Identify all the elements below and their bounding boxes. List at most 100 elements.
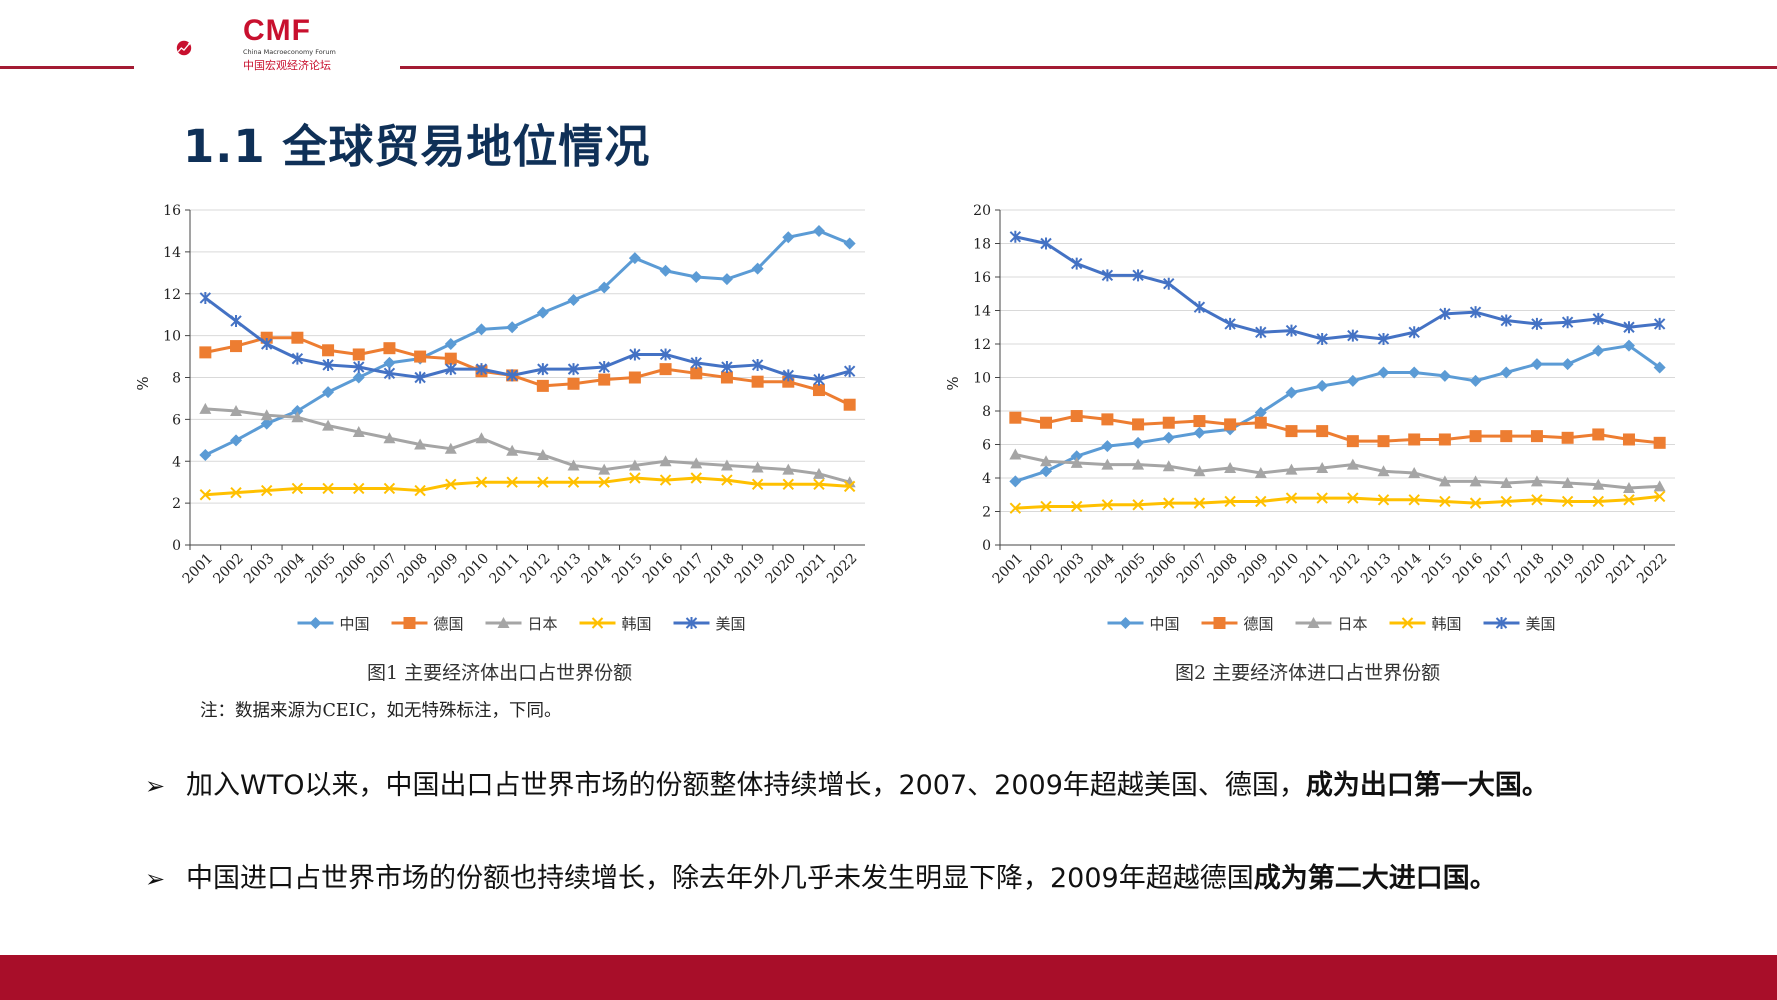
data-point — [1070, 450, 1083, 463]
x-tick-label: 2008 — [1204, 551, 1241, 588]
x-tick-label: 2003 — [1051, 551, 1088, 588]
header-rule-right — [400, 66, 1777, 69]
y-tick-label: 16 — [973, 270, 991, 286]
data-source-note: 注：数据来源为CEIC，如无特殊标注，下同。 — [200, 701, 562, 721]
data-point — [1132, 499, 1144, 511]
data-point — [1469, 374, 1482, 387]
data-point — [720, 273, 733, 286]
data-point — [1592, 478, 1605, 490]
data-point — [1438, 475, 1451, 487]
data-point — [1316, 332, 1328, 345]
y-axis-label: % — [134, 376, 152, 390]
export-share-chart: 0246810121416%20012002200320042005200620… — [134, 203, 865, 633]
data-point — [751, 478, 764, 490]
data-point — [690, 367, 703, 380]
data-point — [536, 379, 549, 392]
data-point — [659, 264, 672, 277]
data-point — [1500, 495, 1512, 508]
legend-item: 日本 — [1295, 615, 1368, 633]
series-2 — [1009, 448, 1666, 494]
data-point — [199, 291, 212, 304]
data-point — [1347, 329, 1359, 342]
legend-label: 日本 — [1338, 615, 1368, 633]
data-point — [628, 252, 641, 265]
bullet-text: 中国进口占世界市场的份额也持续增长，除去年外几乎未发生明显下降，2009年超越德… — [186, 863, 1497, 894]
series-line — [1015, 235, 1660, 341]
data-point — [506, 476, 518, 488]
x-tick-label: 2016 — [640, 550, 677, 587]
data-point — [1316, 461, 1329, 473]
data-point — [322, 482, 334, 495]
data-point — [813, 373, 825, 386]
data-point — [1101, 440, 1114, 453]
data-point — [690, 472, 702, 484]
logo-wordmark: CMF — [243, 14, 311, 47]
series-line — [205, 336, 851, 407]
data-point — [690, 356, 702, 369]
x-tick-label: 2018 — [1511, 551, 1548, 588]
data-point — [1193, 426, 1206, 439]
data-point — [1561, 316, 1574, 329]
data-point — [1255, 326, 1267, 339]
data-point — [690, 271, 703, 283]
legend-marker — [1495, 617, 1508, 629]
x-tick-label: 2003 — [241, 551, 278, 588]
data-point — [1653, 480, 1666, 492]
data-point — [1009, 411, 1022, 424]
data-point — [843, 237, 856, 250]
data-point — [352, 348, 365, 361]
data-point — [475, 432, 488, 444]
data-point — [1101, 413, 1114, 426]
data-point — [567, 363, 580, 376]
series-3 — [1009, 490, 1666, 514]
x-tick-label: 2009 — [425, 551, 462, 588]
data-point — [598, 281, 611, 294]
data-point — [659, 348, 672, 361]
data-point — [1377, 366, 1390, 379]
x-tick-label: 2004 — [272, 550, 309, 587]
logo-chinese-name: 中国宏观经济论坛 — [243, 59, 331, 72]
data-point — [1101, 458, 1114, 470]
import-share-chart: 02468101214161820%2001200220032004200520… — [944, 203, 1675, 633]
y-tick-label: 10 — [163, 329, 181, 345]
legend-marker — [591, 617, 604, 629]
data-point — [567, 459, 580, 471]
y-tick-label: 0 — [172, 538, 181, 554]
x-tick-label: 2007 — [364, 551, 401, 588]
data-point — [353, 482, 365, 495]
data-point — [1285, 463, 1298, 475]
data-point — [199, 402, 212, 414]
data-point — [1561, 358, 1574, 371]
x-tick-label: 2017 — [1481, 551, 1518, 588]
y-tick-label: 8 — [982, 404, 991, 420]
legend-label: 韩国 — [1432, 615, 1462, 633]
data-point — [414, 484, 426, 497]
x-tick-label: 2007 — [1174, 551, 1211, 588]
legend-item: 德国 — [391, 615, 464, 633]
y-tick-label: 2 — [172, 496, 181, 512]
data-point — [291, 482, 304, 495]
data-point — [230, 314, 242, 327]
bullet-arrow-icon: ➢ — [145, 865, 166, 893]
data-point — [322, 358, 334, 371]
data-point — [1469, 475, 1482, 487]
series-line — [1015, 453, 1660, 490]
data-point — [1500, 477, 1513, 489]
data-point — [383, 342, 396, 355]
data-point — [1254, 466, 1267, 478]
data-point — [291, 331, 304, 344]
data-point — [1500, 366, 1513, 379]
legend-label: 美国 — [1526, 615, 1556, 633]
data-point — [1285, 386, 1298, 399]
data-point — [537, 476, 549, 488]
legend-label: 德国 — [434, 615, 464, 633]
data-point — [444, 338, 457, 350]
data-point — [1070, 410, 1083, 423]
data-point — [1285, 492, 1298, 504]
x-tick-label: 2019 — [1542, 551, 1579, 588]
legend-item: 日本 — [485, 615, 558, 633]
data-point — [1347, 492, 1359, 504]
series-4 — [199, 291, 856, 386]
data-point — [751, 375, 764, 388]
data-point — [260, 484, 273, 497]
